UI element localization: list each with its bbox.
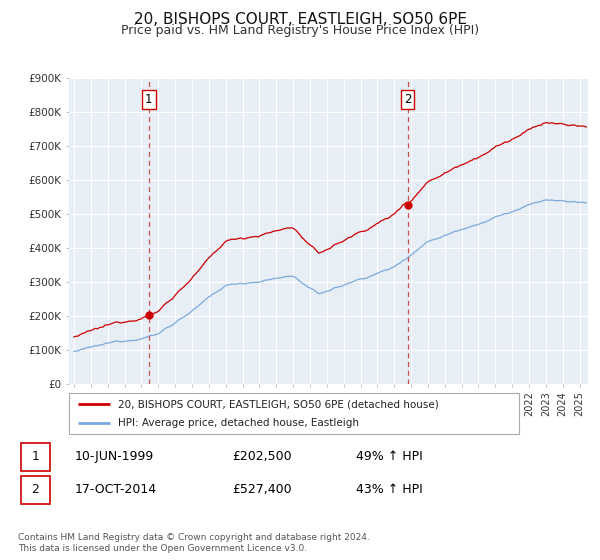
Text: 20, BISHOPS COURT, EASTLEIGH, SO50 6PE (detached house): 20, BISHOPS COURT, EASTLEIGH, SO50 6PE (… [119,399,439,409]
Text: 43% ↑ HPI: 43% ↑ HPI [356,483,423,496]
Text: £202,500: £202,500 [232,450,292,463]
Text: HPI: Average price, detached house, Eastleigh: HPI: Average price, detached house, East… [119,418,359,428]
Text: 17-OCT-2014: 17-OCT-2014 [74,483,157,496]
Text: 10-JUN-1999: 10-JUN-1999 [74,450,154,463]
FancyBboxPatch shape [21,476,50,503]
Text: 2: 2 [404,94,411,106]
Text: £527,400: £527,400 [232,483,292,496]
Text: 49% ↑ HPI: 49% ↑ HPI [356,450,423,463]
FancyBboxPatch shape [69,393,519,434]
FancyBboxPatch shape [21,443,50,470]
Text: 1: 1 [32,450,40,463]
Text: 2: 2 [32,483,40,496]
Text: 1: 1 [145,94,152,106]
Text: Contains HM Land Registry data © Crown copyright and database right 2024.
This d: Contains HM Land Registry data © Crown c… [18,533,370,553]
Text: 20, BISHOPS COURT, EASTLEIGH, SO50 6PE: 20, BISHOPS COURT, EASTLEIGH, SO50 6PE [133,12,467,27]
Text: Price paid vs. HM Land Registry's House Price Index (HPI): Price paid vs. HM Land Registry's House … [121,24,479,37]
